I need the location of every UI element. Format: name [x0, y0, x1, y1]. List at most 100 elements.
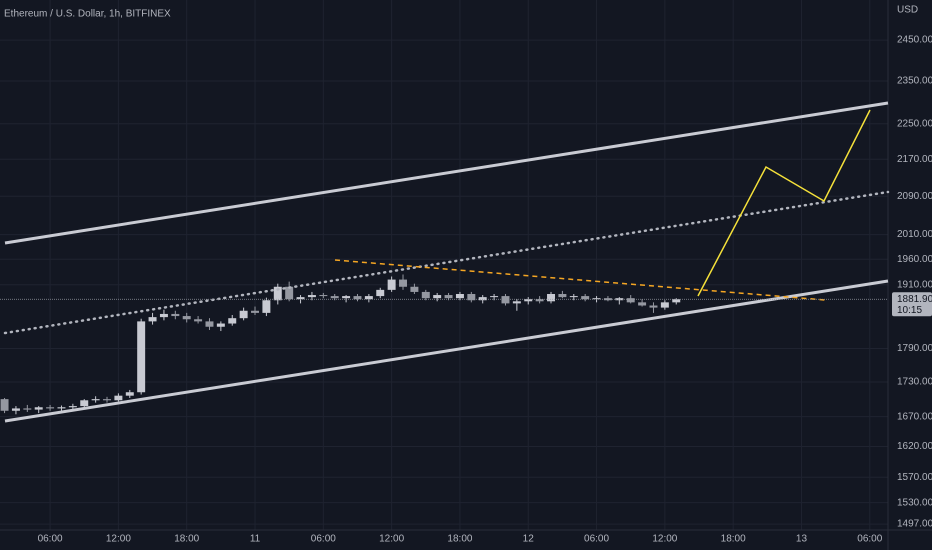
- x-tick-label: 12:00: [379, 534, 404, 545]
- candle-body: [11, 408, 20, 411]
- candles: [0, 274, 681, 415]
- candle-body: [34, 407, 43, 410]
- candle-body: [148, 317, 157, 322]
- y-tick-label: 2010.00: [897, 229, 932, 240]
- candle-body: [307, 295, 316, 298]
- candle-body: [569, 296, 578, 298]
- candle-body: [216, 323, 225, 327]
- y-tick-label: 2450.00: [897, 35, 932, 46]
- candle-body: [194, 319, 203, 322]
- candle-body: [0, 399, 9, 411]
- candle-body: [547, 294, 555, 302]
- candle-body: [353, 296, 362, 300]
- candle-body: [501, 296, 510, 304]
- candle-body: [91, 399, 100, 401]
- x-tick-label: 11: [250, 534, 261, 545]
- candle-body: [364, 296, 373, 300]
- candle-body: [455, 294, 464, 299]
- candle-body: [125, 392, 134, 396]
- x-tick-label: 13: [796, 534, 808, 545]
- candle-body: [228, 318, 237, 324]
- candle-body: [512, 301, 521, 304]
- y-tick-label: 2090.00: [897, 191, 932, 202]
- chart-title: Ethereum / U.S. Dollar, 1h, BITFINEX: [4, 9, 171, 20]
- candle-body: [444, 295, 453, 299]
- candle-body: [581, 296, 590, 300]
- channel-upper: [4, 101, 889, 245]
- y-tick-label: 1497.00: [897, 519, 932, 530]
- candle-body: [57, 407, 66, 409]
- y-tick-label: 1670.00: [897, 411, 932, 422]
- x-tick-label: 12:00: [106, 534, 131, 545]
- x-tick-label: 06:00: [311, 534, 336, 545]
- candle-body: [80, 400, 89, 407]
- candle-body: [114, 395, 123, 401]
- candle-body: [592, 298, 601, 300]
- y-axis-label: USD: [897, 5, 918, 16]
- candle-body: [182, 316, 191, 320]
- candle-body: [660, 302, 669, 308]
- candle-body: [296, 297, 305, 300]
- candle-body: [535, 299, 544, 302]
- trend-line: [334, 259, 826, 301]
- candle-body: [467, 294, 476, 301]
- x-tick-label: 18:00: [447, 534, 472, 545]
- candle-body: [478, 297, 487, 301]
- x-tick-label: 18:00: [174, 534, 199, 545]
- drawings: [3, 101, 890, 423]
- candle-body: [285, 286, 294, 300]
- candle-body: [251, 310, 259, 313]
- candle-body: [672, 299, 681, 303]
- candle-body: [137, 321, 146, 393]
- candle-body: [205, 321, 214, 327]
- candle-body: [524, 299, 533, 302]
- candle-body: [46, 407, 55, 409]
- candle-body: [273, 286, 282, 301]
- candle-body: [410, 286, 419, 292]
- candle-body: [330, 296, 339, 299]
- x-tick-label: 06:00: [584, 534, 609, 545]
- candle-body: [103, 399, 111, 401]
- countdown: 10:15: [897, 305, 922, 316]
- candle-body: [68, 406, 77, 408]
- candle-body: [649, 305, 658, 308]
- y-tick-label: 2170.00: [897, 154, 932, 165]
- candle-body: [262, 300, 271, 313]
- y-tick-label: 2250.00: [897, 118, 932, 129]
- candle-body: [626, 298, 635, 303]
- candle-body: [342, 296, 351, 299]
- candle-body: [490, 296, 499, 298]
- candle-body: [615, 298, 624, 301]
- candle-body: [558, 294, 567, 298]
- x-tick-label: 18:00: [721, 534, 746, 545]
- y-tick-label: 1730.00: [897, 377, 932, 388]
- candle-body: [638, 302, 647, 306]
- candle-body: [376, 289, 385, 297]
- price-label-box: [892, 292, 932, 317]
- candle-body: [239, 310, 248, 319]
- x-tick-label: 06:00: [38, 534, 63, 545]
- x-tick-label: 06:00: [857, 534, 882, 545]
- candle-body: [171, 313, 180, 317]
- y-tick-label: 1530.00: [897, 497, 932, 508]
- price-label: 1881.90: [897, 294, 932, 305]
- y-tick-label: 1910.00: [897, 279, 932, 290]
- candle-body: [421, 291, 430, 299]
- y-tick-label: 2350.00: [897, 76, 932, 87]
- candle-body: [399, 279, 407, 287]
- candle-body: [23, 408, 32, 410]
- candle-body: [433, 295, 442, 299]
- candle-body: [387, 279, 396, 290]
- y-tick-label: 1570.00: [897, 472, 932, 483]
- x-tick-label: 12: [523, 534, 535, 545]
- y-tick-label: 1960.00: [897, 254, 932, 265]
- candle-body: [319, 295, 328, 297]
- y-tick-label: 1790.00: [897, 343, 932, 354]
- x-tick-label: 12:00: [652, 534, 677, 545]
- candle-body: [159, 313, 168, 318]
- candle-body: [603, 298, 612, 301]
- grid: [0, 0, 888, 530]
- channel-lower: [4, 279, 889, 423]
